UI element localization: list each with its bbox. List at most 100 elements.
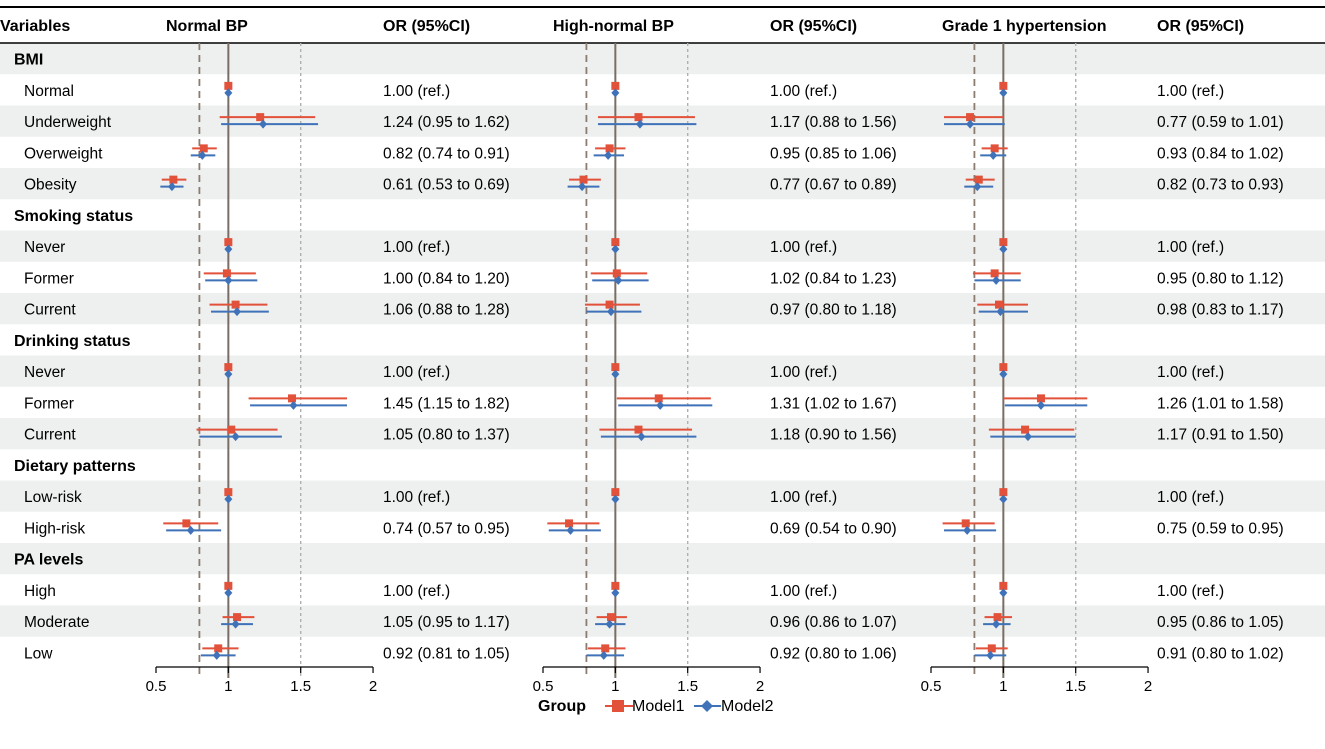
panel-title: Grade 1 hypertension: [942, 18, 1107, 35]
row-label: Overweight: [24, 145, 103, 162]
x-tick-label: 2: [1144, 678, 1152, 695]
model2-point: [611, 588, 620, 598]
or-value-text: 1.00 (ref.): [1157, 239, 1224, 256]
model1-point: [990, 144, 999, 153]
row-label: Low-risk: [24, 489, 82, 506]
model2-point: [233, 307, 242, 317]
row-label: Current: [24, 302, 76, 319]
row-label: Moderate: [24, 614, 89, 631]
model1-point: [634, 425, 643, 434]
model2-point: [224, 88, 233, 98]
model2-point: [224, 588, 233, 598]
header-variables: Variables: [0, 18, 70, 35]
row-label: Never: [24, 239, 65, 256]
model2-point: [224, 369, 233, 379]
row-stripe: [0, 230, 1325, 262]
legend-model2-label: Model2: [721, 698, 774, 715]
model1-point: [1036, 394, 1045, 403]
or-value-text: 1.45 (1.15 to 1.82): [383, 395, 510, 412]
row-label: High-risk: [24, 520, 85, 537]
or-value-text: 0.95 (0.85 to 1.06): [770, 145, 897, 162]
model1-point: [611, 488, 620, 497]
model1-point: [565, 519, 574, 528]
or-value-text: 0.95 (0.86 to 1.05): [1157, 614, 1284, 631]
panel-title: High-normal BP: [553, 18, 674, 35]
or-column-header: OR (95%CI): [770, 18, 857, 35]
x-tick-label: 1: [999, 678, 1007, 695]
row-stripe: [0, 543, 1325, 575]
model2-point: [611, 88, 620, 98]
row-label: Obesity: [24, 177, 77, 194]
or-value-text: 0.61 (0.53 to 0.69): [383, 177, 510, 194]
model1-point: [1021, 425, 1030, 434]
or-value-text: 0.92 (0.81 to 1.05): [383, 645, 510, 662]
or-value-text: 1.00 (ref.): [383, 364, 450, 381]
model1-point: [224, 363, 233, 372]
model1-point: [199, 144, 208, 153]
model1-point: [605, 144, 614, 153]
row-label: Former: [24, 395, 74, 412]
model1-point: [634, 113, 643, 122]
or-value-text: 1.00 (ref.): [383, 83, 450, 100]
model2-point: [996, 307, 1005, 317]
model1-point: [987, 644, 996, 653]
model2-point: [611, 369, 620, 379]
or-value-text: 1.00 (ref.): [1157, 583, 1224, 600]
model2-point: [604, 150, 613, 160]
model2-point: [212, 650, 221, 660]
or-value-text: 1.00 (ref.): [1157, 489, 1224, 506]
or-value-text: 0.92 (0.80 to 1.06): [770, 645, 897, 662]
model2-point: [566, 525, 575, 535]
model1-point: [233, 613, 242, 622]
model2-point: [224, 494, 233, 504]
model1-point: [288, 394, 297, 403]
row-stripe: [0, 605, 1325, 637]
model2-point: [259, 119, 268, 129]
or-value-text: 0.82 (0.74 to 0.91): [383, 145, 510, 162]
or-value-text: 1.18 (0.90 to 1.56): [770, 427, 897, 444]
model1-point: [579, 175, 588, 184]
row-label: Low: [24, 645, 53, 662]
model2-point: [578, 182, 587, 192]
model2-point: [989, 150, 998, 160]
model1-point: [974, 175, 983, 184]
or-value-text: 1.00 (ref.): [383, 489, 450, 506]
model1-point: [224, 81, 233, 90]
or-value-text: 0.98 (0.83 to 1.17): [1157, 302, 1284, 319]
or-value-text: 1.00 (ref.): [770, 83, 837, 100]
model2-point: [224, 244, 233, 254]
model1-point: [231, 300, 240, 309]
or-value-text: 1.00 (ref.): [770, 489, 837, 506]
or-value-text: 1.26 (1.01 to 1.58): [1157, 395, 1284, 412]
x-tick-label: 2: [756, 678, 764, 695]
or-value-text: 1.00 (ref.): [383, 583, 450, 600]
model2-point: [635, 119, 644, 129]
model2-point: [1023, 432, 1032, 442]
x-tick-label: 0.5: [533, 678, 554, 695]
model1-point: [224, 488, 233, 497]
row-label: Underweight: [24, 114, 112, 131]
model1-point: [224, 238, 233, 247]
model1-point: [611, 81, 620, 90]
x-tick-label: 0.5: [146, 678, 167, 695]
x-tick-label: 1: [224, 678, 232, 695]
model2-point: [224, 275, 233, 285]
model2-point: [611, 494, 620, 504]
model2-point: [656, 400, 665, 410]
model2-point: [966, 119, 975, 129]
or-value-text: 0.93 (0.84 to 1.02): [1157, 145, 1284, 162]
x-tick-label: 1.5: [1065, 678, 1086, 695]
legend-title: Group: [538, 698, 586, 715]
model2-point: [992, 275, 1001, 285]
legend-model1-label: Model1: [632, 698, 685, 715]
x-tick-label: 1.5: [290, 678, 311, 695]
model2-point: [999, 494, 1008, 504]
model1-point: [654, 394, 663, 403]
row-label: Never: [24, 364, 65, 381]
legend-model1-marker: [612, 700, 624, 712]
model1-point: [601, 644, 610, 653]
or-value-text: 0.82 (0.73 to 0.93): [1157, 177, 1284, 194]
or-value-text: 0.77 (0.67 to 0.89): [770, 177, 897, 194]
model1-point: [611, 363, 620, 372]
or-value-text: 1.05 (0.95 to 1.17): [383, 614, 510, 631]
